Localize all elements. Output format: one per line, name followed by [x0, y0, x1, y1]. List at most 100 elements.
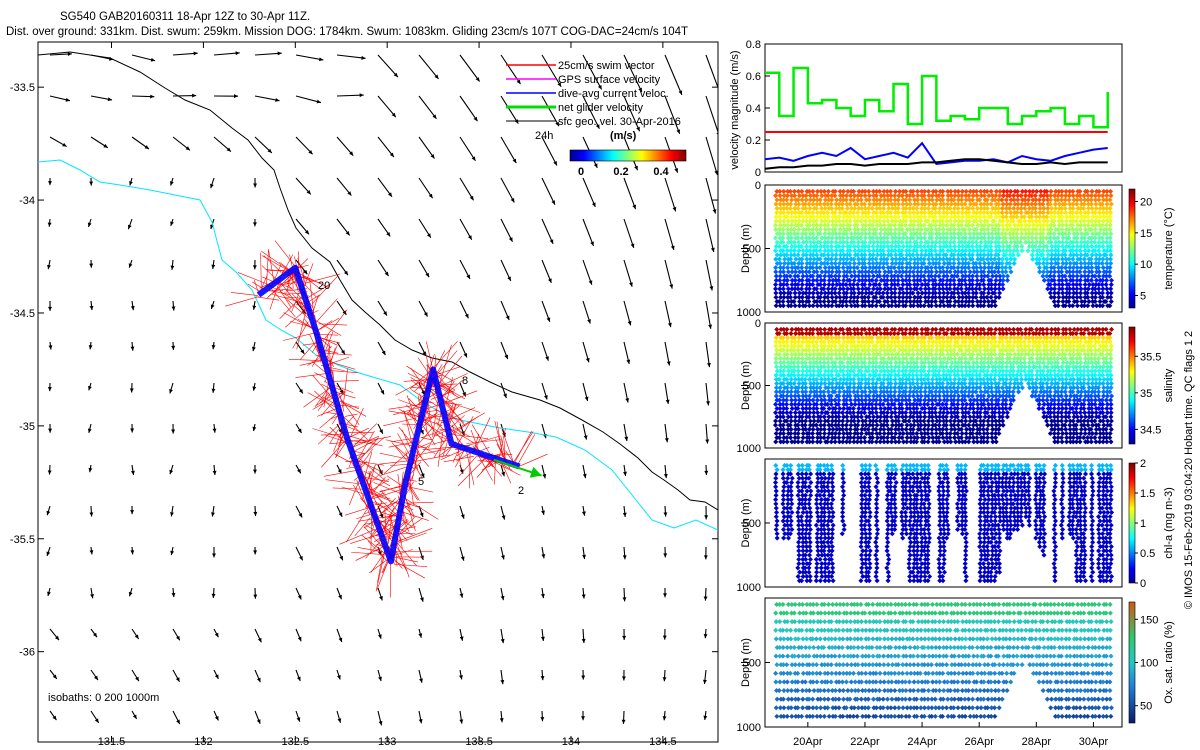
swim-vector [305, 283, 332, 300]
current-arrowhead [171, 429, 176, 434]
current-arrowhead [130, 346, 135, 351]
map-y-tick-label: -36 [19, 647, 35, 659]
current-arrowhead [716, 132, 718, 135]
current-arrow [500, 218, 513, 243]
current-arrowhead [235, 51, 240, 56]
current-arrowhead [540, 675, 545, 681]
current-arrow [336, 94, 364, 97]
current-arrowhead [129, 181, 133, 186]
current-arrowhead [211, 512, 215, 517]
legend-label-net: net glider velocity [558, 102, 643, 114]
current-arrowhead [718, 93, 722, 97]
current-arrowhead [88, 467, 93, 473]
swim-vector [253, 279, 259, 294]
current-arrowhead [662, 677, 667, 682]
current-arrowhead [135, 676, 139, 682]
colorbar-tick-0.2: 0.2 [613, 166, 628, 178]
swim-vector [317, 337, 341, 344]
current-arrowhead [169, 469, 174, 475]
current-arrowhead [420, 473, 425, 478]
current-arrowhead [344, 270, 348, 276]
current-arrowhead [253, 469, 257, 474]
current-arrowhead [595, 124, 600, 129]
current-arrowhead [170, 265, 175, 270]
swim-vector [286, 299, 311, 321]
section-depth-label: Depth (m) [740, 224, 752, 273]
swim-vector [329, 370, 358, 373]
swim-vector [269, 289, 291, 296]
current-arrow [500, 136, 517, 164]
current-arrowhead [625, 398, 630, 403]
current-arrow [705, 136, 718, 176]
current-arrowhead [463, 352, 468, 358]
current-arrowhead [516, 79, 521, 85]
current-arrowhead [663, 593, 667, 598]
current-arrowhead [512, 158, 517, 164]
velocity-y-tick-label: 0 [755, 167, 761, 179]
current-arrowhead [298, 513, 303, 518]
current-arrow [459, 95, 478, 122]
velocity-y-tick-label: 0.2 [746, 135, 761, 147]
legend-label-swim: 25cm/s swim vector [558, 60, 655, 72]
current-arrow [418, 177, 434, 199]
current-arrowhead [296, 676, 301, 682]
swim-vector [319, 317, 340, 330]
current-arrowhead [47, 387, 52, 392]
current-arrowhead [670, 245, 675, 251]
current-arrowhead [582, 473, 587, 479]
current-arrowhead [185, 146, 190, 151]
current-arrowhead [339, 555, 343, 561]
current-arrowhead [664, 438, 669, 443]
current-arrow [623, 95, 641, 132]
swim-vector [314, 372, 329, 380]
current-arrow [254, 95, 280, 102]
current-arrow [172, 52, 198, 56]
current-arrowhead [582, 554, 586, 560]
current-arrowhead [107, 97, 113, 102]
current-arrowhead [176, 635, 180, 641]
current-arrowhead [297, 468, 301, 474]
current-arrowhead [338, 637, 343, 643]
current-arrowhead [211, 344, 216, 350]
current-arrow [705, 54, 718, 90]
swim-vector [268, 250, 275, 283]
isobath-200m [38, 51, 718, 511]
current-arrowhead [662, 635, 667, 640]
current-arrowhead [337, 469, 342, 474]
current-arrowhead [460, 514, 465, 519]
current-arrowhead [214, 674, 219, 679]
current-arrowhead [590, 241, 594, 246]
current-arrowhead [253, 550, 258, 555]
current-arrowhead [662, 716, 667, 721]
current-arrow [541, 259, 552, 284]
current-arrowhead [419, 678, 423, 683]
current-arrowhead [252, 386, 257, 391]
current-arrowhead [47, 264, 51, 270]
current-arrow [664, 259, 673, 289]
current-arrowhead [597, 84, 602, 90]
current-arrowhead [423, 312, 428, 317]
current-arrowhead [304, 229, 310, 235]
current-arrow [664, 54, 683, 96]
current-arrowhead [383, 311, 387, 316]
swim-vector [305, 273, 341, 284]
current-arrowhead [252, 265, 257, 270]
current-arrowhead [632, 204, 637, 210]
current-arrowhead [624, 436, 629, 441]
current-arrowhead [705, 439, 710, 444]
current-arrow [623, 54, 643, 93]
current-arrow [418, 136, 435, 159]
current-arrowhead [666, 361, 671, 366]
current-arrowhead [337, 675, 341, 680]
current-arrowhead [707, 362, 711, 368]
current-arrowhead [377, 634, 382, 639]
current-arrowhead [192, 93, 197, 98]
current-arrowhead [459, 675, 463, 680]
swim-vector [315, 319, 342, 337]
current-arrowhead [473, 116, 478, 122]
current-arrow [664, 95, 681, 135]
current-arrowhead [430, 154, 435, 159]
current-arrow [664, 218, 675, 251]
swim-vector [297, 257, 307, 286]
current-arrowhead [557, 82, 562, 87]
